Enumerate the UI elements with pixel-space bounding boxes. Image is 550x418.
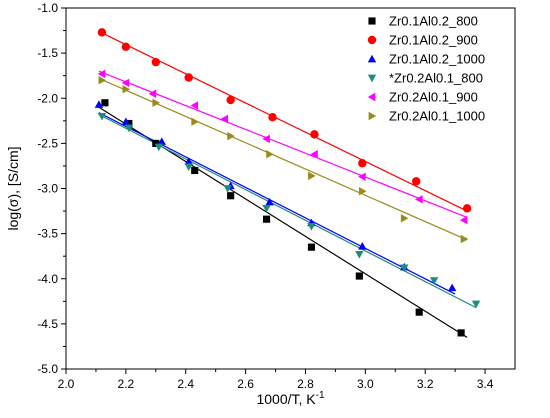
- data-point-series-0: [152, 139, 160, 147]
- x-tick-label: 2.6: [237, 377, 254, 391]
- fit-line-3: [98, 113, 477, 309]
- data-point-series-5: [191, 117, 199, 126]
- data-point-series-2: [358, 242, 367, 250]
- x-axis-title: 1000/T, K-1: [256, 390, 324, 407]
- y-tick-label: -3.5: [37, 227, 58, 241]
- data-point-series-2: [94, 100, 104, 108]
- data-point-series-3: [97, 112, 107, 121]
- data-point-series-1: [226, 95, 235, 105]
- data-point-series-0: [191, 166, 199, 175]
- y-tick-label: -5.0: [37, 362, 58, 376]
- data-point-series-5: [227, 131, 235, 141]
- data-point-series-1: [412, 177, 421, 186]
- y-tick-label: -4.0: [37, 272, 58, 286]
- data-point-series-0: [355, 272, 363, 280]
- data-point-series-4: [190, 101, 199, 110]
- y-tick-label: -2.5: [37, 136, 58, 150]
- data-point-series-3: [154, 143, 163, 152]
- data-point-series-3: [184, 163, 193, 172]
- marker-layer: [94, 28, 481, 337]
- legend-marker-4: [367, 92, 376, 102]
- legend-marker-5: [368, 111, 377, 121]
- data-point-series-4: [262, 134, 270, 144]
- data-point-series-2: [184, 157, 193, 165]
- legend-label-1: Zr0.1Al0.2_900: [389, 33, 478, 48]
- data-point-series-5: [308, 171, 316, 181]
- data-point-series-1: [97, 28, 107, 37]
- data-point-series-5: [122, 85, 131, 94]
- legend-label-3: *Zr0.2Al0.1_800: [389, 71, 483, 86]
- data-point-series-5: [400, 214, 409, 223]
- data-point-series-0: [307, 243, 316, 251]
- data-point-series-3: [223, 185, 232, 193]
- x-axis-title-superscript: -1: [316, 390, 325, 401]
- data-point-series-3: [355, 251, 364, 259]
- y-tick-label: -2.0: [37, 91, 58, 105]
- legend-marker-0: [368, 17, 376, 25]
- data-point-series-4: [415, 195, 423, 204]
- legend-marker-3: [367, 74, 377, 83]
- x-tick-label: 3.4: [477, 377, 494, 391]
- data-point-series-4: [310, 150, 318, 159]
- x-tick-label: 3.0: [357, 377, 374, 391]
- data-point-series-1: [184, 73, 193, 82]
- x-tick-label: 2.2: [118, 377, 135, 391]
- y-tick-label: -3.0: [37, 182, 58, 196]
- data-point-series-1: [358, 159, 367, 168]
- data-point-series-1: [462, 204, 472, 213]
- legend-label-0: Zr0.1Al0.2_800: [389, 14, 478, 29]
- x-tick-label: 3.2: [417, 377, 434, 391]
- data-point-series-1: [268, 113, 277, 122]
- legend-label-4: Zr0.2Al0.1_900: [389, 90, 478, 105]
- x-tick-label: 2.8: [297, 377, 314, 391]
- data-point-series-3: [400, 264, 409, 273]
- data-point-series-0: [227, 192, 235, 200]
- data-point-series-4: [148, 89, 157, 98]
- data-point-series-5: [266, 150, 274, 159]
- data-point-series-5: [460, 234, 469, 244]
- fit-line-5: [98, 77, 468, 241]
- data-point-series-0: [262, 215, 271, 223]
- y-tick-label: -1.0: [37, 1, 58, 15]
- data-point-series-0: [457, 329, 465, 337]
- data-point-series-5: [152, 98, 160, 107]
- data-point-series-3: [307, 223, 316, 231]
- data-point-series-4: [358, 172, 366, 181]
- legend: Zr0.1Al0.2_800 Zr0.1Al0.2_900 Zr0.1Al0.2_1…: [367, 14, 485, 124]
- data-point-series-2: [447, 283, 457, 292]
- ticks-layer: 2.0 2.2 2.4 2.6 2.8 3.0 3.2 3.4 -1.0 -1.5 -2.0 -2.5…: [37, 1, 493, 391]
- y-tick-label: -4.5: [37, 317, 58, 331]
- data-point-series-2: [265, 197, 274, 206]
- data-point-series-4: [459, 215, 468, 225]
- legend-label-5: Zr0.2Al0.1_1000: [389, 109, 485, 124]
- data-point-series-4: [121, 78, 130, 88]
- data-point-series-4: [97, 69, 106, 79]
- x-axis-title-text: 1000/T, K: [256, 391, 316, 407]
- y-tick-label: -1.5: [37, 46, 58, 60]
- data-point-series-0: [415, 308, 423, 316]
- legend-marker-1: [367, 35, 377, 45]
- data-point-series-3: [124, 124, 134, 133]
- data-point-series-5: [98, 76, 107, 85]
- y-axis-title: log(σ), [S/cm]: [5, 146, 21, 230]
- x-tick-label: 2.4: [177, 377, 194, 391]
- data-point-series-3: [471, 300, 481, 309]
- fit-line-1: [98, 30, 468, 212]
- data-point-series-4: [220, 114, 229, 124]
- data-point-series-2: [157, 137, 166, 145]
- data-point-series-1: [310, 130, 319, 139]
- data-point-series-0: [101, 99, 109, 107]
- x-tick-label: 2.0: [58, 377, 75, 391]
- legend-marker-2: [367, 54, 377, 63]
- data-point-series-1: [121, 42, 131, 52]
- fit-line-4: [98, 70, 468, 218]
- data-point-series-2: [121, 117, 131, 126]
- data-point-series-5: [358, 187, 367, 196]
- plot-frame: [65, 7, 516, 370]
- data-point-series-1: [151, 57, 160, 67]
- data-point-series-3: [429, 277, 439, 285]
- legend-label-2: Zr0.1Al0.2_1000: [389, 52, 485, 67]
- data-point-series-3: [262, 204, 271, 213]
